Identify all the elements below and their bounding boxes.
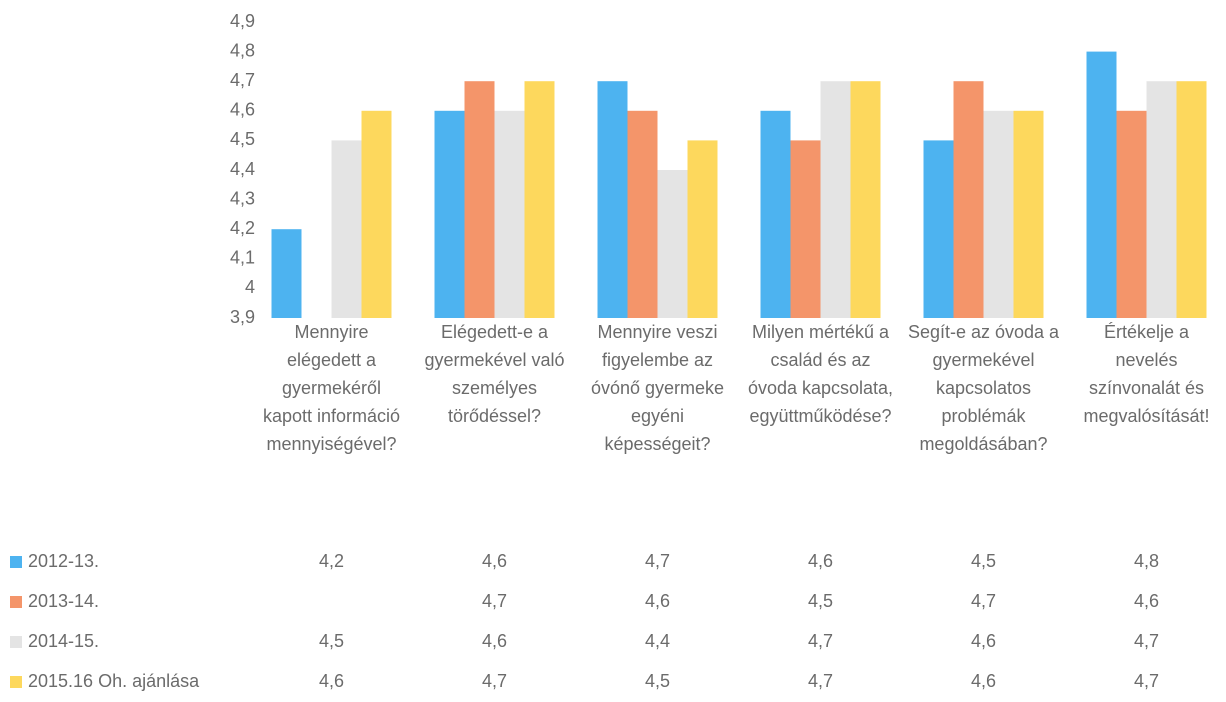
y-tick-label: 4,8 — [230, 40, 255, 60]
bar — [434, 110, 465, 318]
table-value: 4,6 — [319, 671, 344, 691]
table-value: 4,6 — [482, 551, 507, 571]
table-value: 4,5 — [808, 591, 833, 611]
bar — [850, 81, 881, 318]
y-tick-label: 4,4 — [230, 159, 255, 179]
table-value: 4,8 — [1134, 551, 1159, 571]
bar — [983, 110, 1014, 318]
table-value: 4,6 — [1134, 591, 1159, 611]
bar — [597, 81, 628, 318]
legend-swatch — [10, 596, 22, 608]
bar — [331, 140, 362, 318]
y-tick-label: 4,5 — [230, 129, 255, 149]
legend-label: 2013-14. — [28, 591, 99, 611]
table-value: 4,7 — [971, 591, 996, 611]
legend-label: 2015.16 Oh. ajánlása — [28, 671, 200, 691]
bar — [524, 81, 555, 318]
x-tick-label: Elégedett-e a gyermekével való személyes… — [424, 322, 565, 426]
table-value: 4,6 — [971, 671, 996, 691]
x-tick-label: Mennyire elégedett a gyermekéről kapott … — [262, 322, 401, 454]
table-value: 4,7 — [482, 591, 507, 611]
y-tick-label: 4,9 — [230, 11, 255, 31]
table-value: 4,7 — [1134, 631, 1159, 651]
bar — [627, 110, 658, 318]
y-tick-label: 4,7 — [230, 70, 255, 90]
y-tick-label: 3,9 — [230, 307, 255, 327]
table-value: 4,6 — [808, 551, 833, 571]
table-value: 4,5 — [645, 671, 670, 691]
bar — [1146, 81, 1177, 318]
table-value: 4,6 — [645, 591, 670, 611]
bar — [953, 81, 984, 318]
table-value: 4,7 — [808, 631, 833, 651]
bar — [657, 170, 688, 318]
table-value: 4,7 — [482, 671, 507, 691]
bar — [361, 110, 392, 318]
x-tick-label: Segít-e az óvoda a gyermekével kapcsolat… — [907, 322, 1060, 454]
bar — [1086, 51, 1117, 318]
bar — [687, 140, 718, 318]
table-value: 4,6 — [971, 631, 996, 651]
table-value: 4,2 — [319, 551, 344, 571]
bar — [494, 110, 525, 318]
y-tick-label: 4,6 — [230, 100, 255, 120]
legend-swatch — [10, 676, 22, 688]
bar — [923, 140, 954, 318]
y-tick-label: 4,3 — [230, 188, 255, 208]
table-value: 4,7 — [645, 551, 670, 571]
x-tick-label: Milyen mértékű a család és az óvoda kapc… — [747, 322, 894, 426]
table-value: 4,6 — [482, 631, 507, 651]
y-tick-label: 4,2 — [230, 218, 255, 238]
bar — [1116, 110, 1147, 318]
legend-label: 2014-15. — [28, 631, 99, 651]
bar — [790, 140, 821, 318]
bar — [1013, 110, 1044, 318]
bar — [820, 81, 851, 318]
x-tick-label: Mennyire veszi figyelembe az óvónő gyerm… — [590, 322, 725, 454]
legend-swatch — [10, 556, 22, 568]
x-tick-label: Értékelje a nevelés színvonalát és megva… — [1083, 322, 1210, 426]
legend-label: 2012-13. — [28, 551, 99, 571]
table-value: 4,5 — [971, 551, 996, 571]
table-value: 4,5 — [319, 631, 344, 651]
bar — [464, 81, 495, 318]
legend-swatch — [10, 636, 22, 648]
bar — [1176, 81, 1207, 318]
y-tick-label: 4,1 — [230, 248, 255, 268]
bar — [271, 229, 302, 318]
table-value: 4,4 — [645, 631, 670, 651]
y-tick-label: 4 — [245, 277, 255, 297]
bar — [760, 110, 791, 318]
table-value: 4,7 — [1134, 671, 1159, 691]
table-value: 4,7 — [808, 671, 833, 691]
